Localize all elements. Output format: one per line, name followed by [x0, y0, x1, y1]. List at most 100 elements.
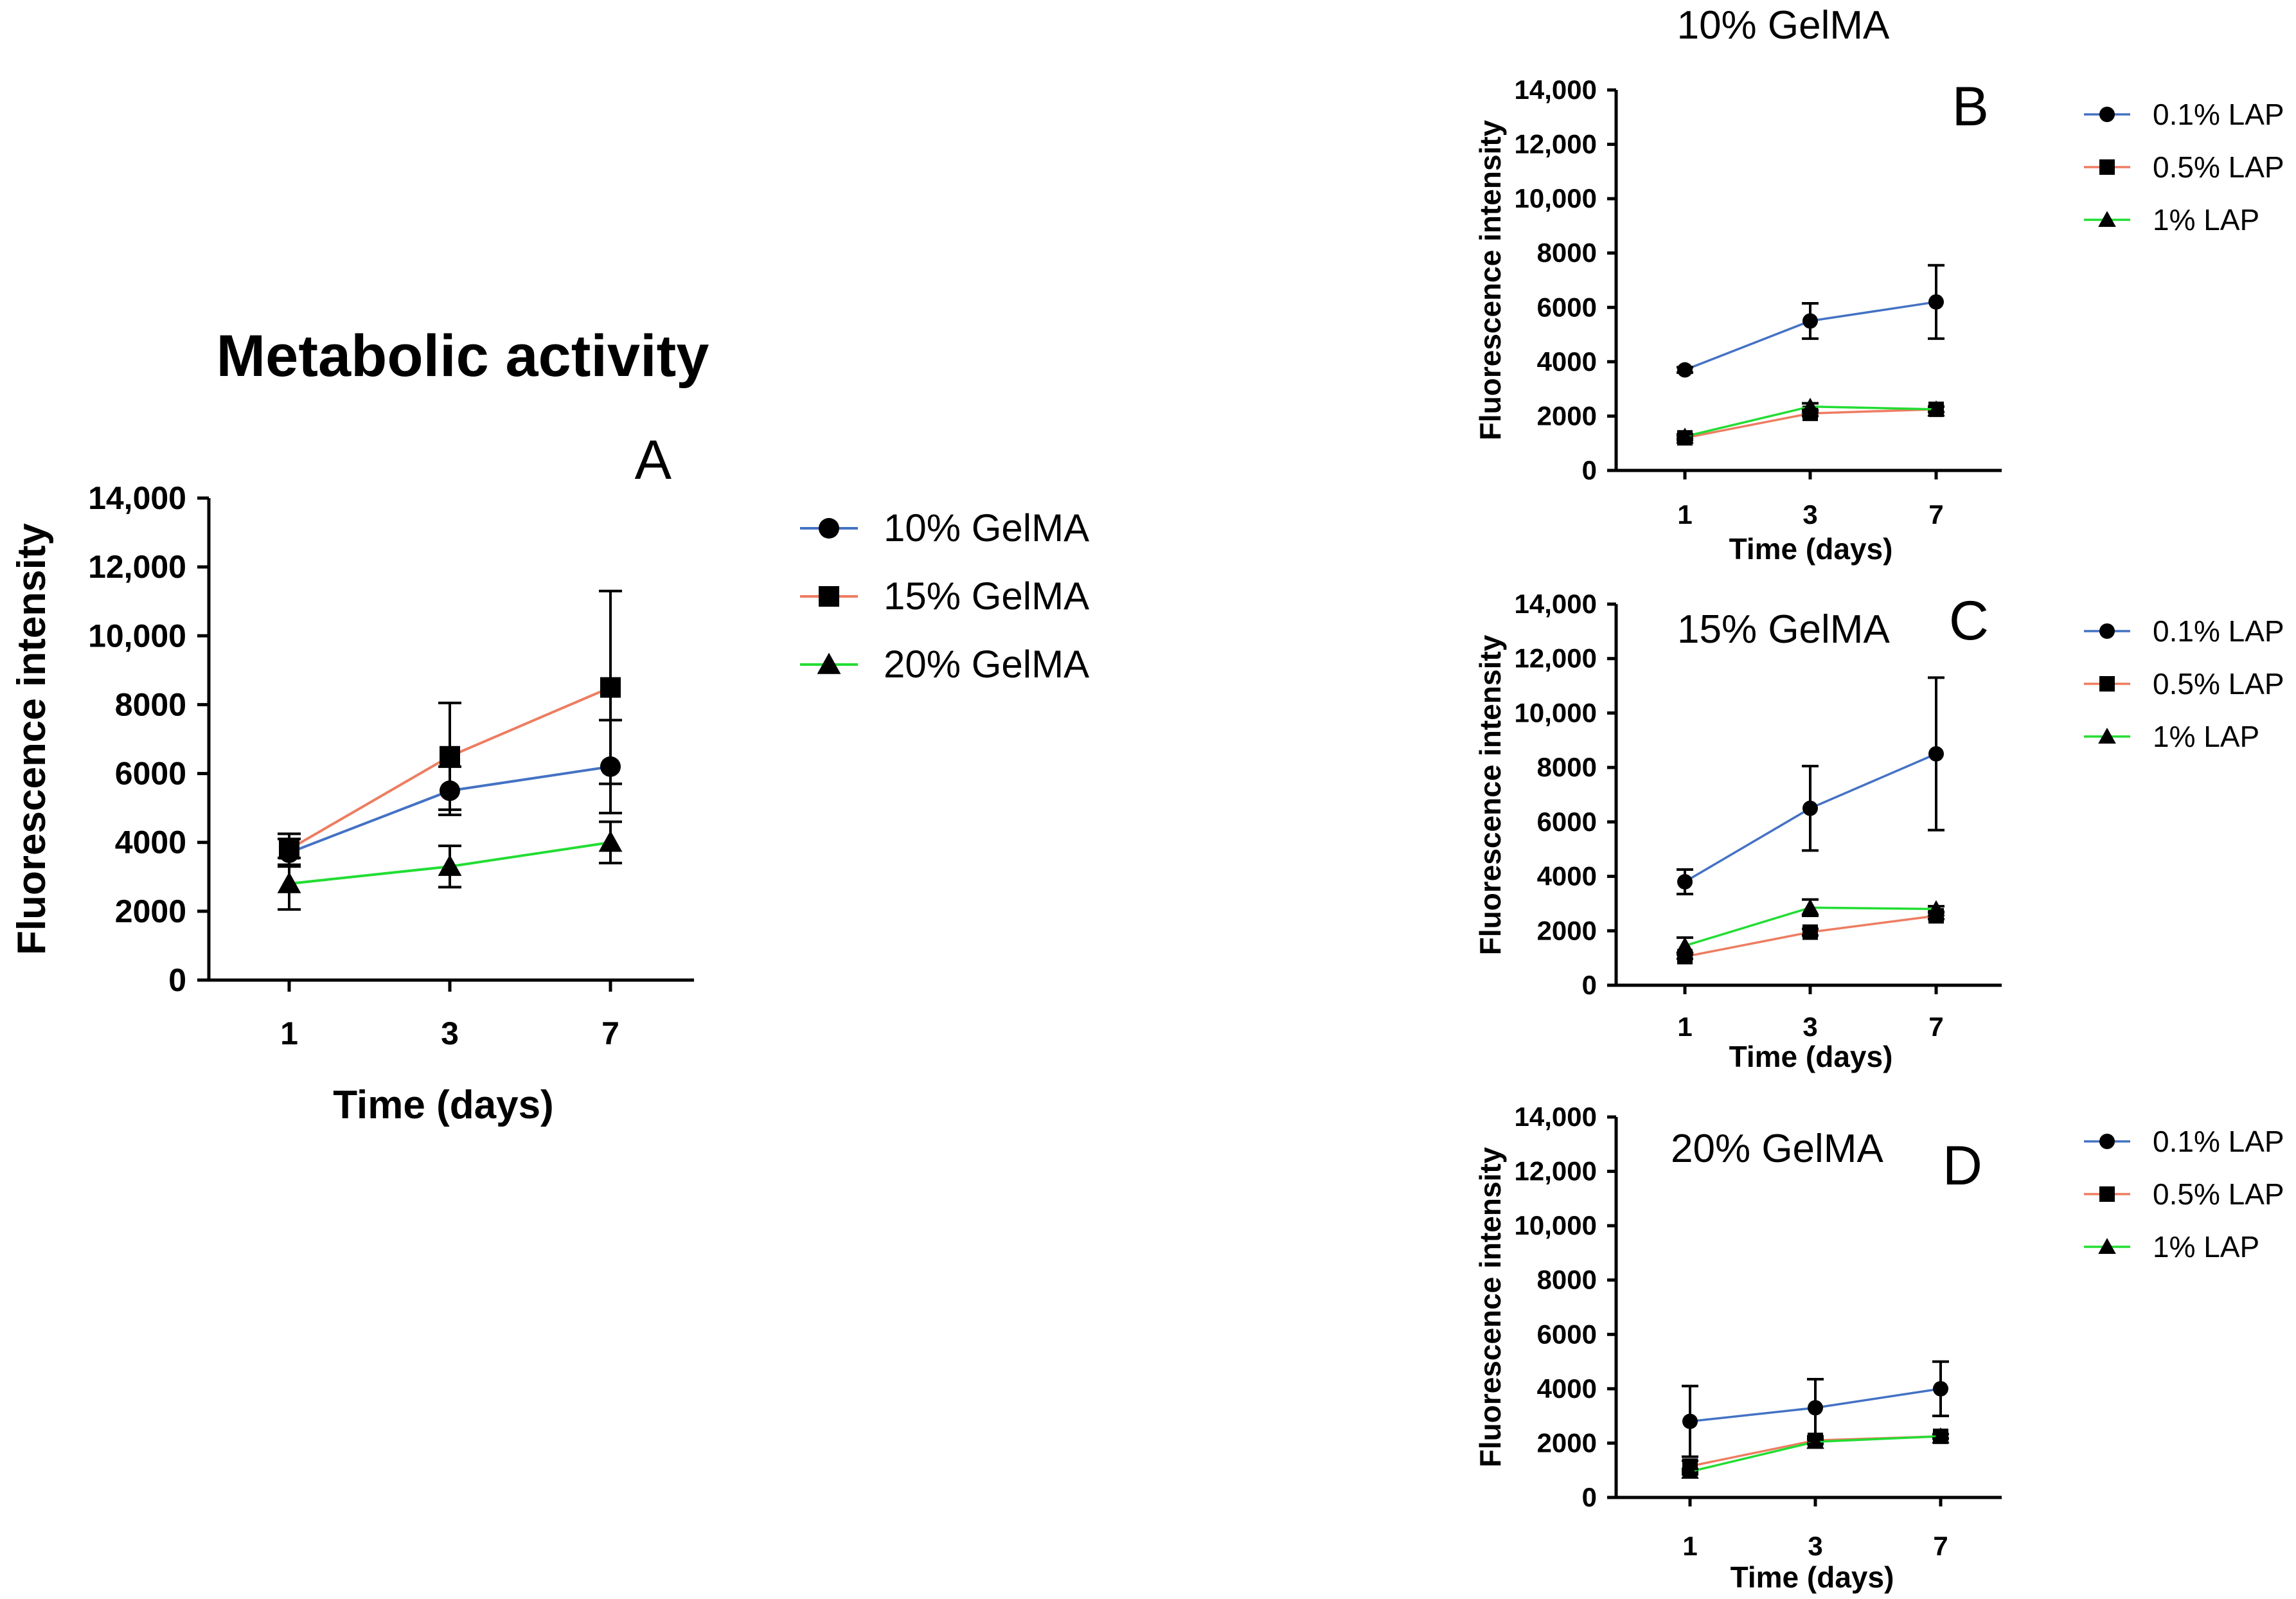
data-point	[1681, 1463, 1699, 1479]
legend-marker	[2098, 211, 2116, 228]
data-point	[279, 839, 299, 860]
x-tick-label: 3	[1808, 1531, 1822, 1561]
legend-label: 0.1% LAP	[2153, 98, 2284, 131]
y-tick-label: 4000	[1537, 861, 1597, 891]
y-tick-label: 6000	[1537, 292, 1597, 322]
chart-title: 15% GelMA	[1677, 607, 1890, 652]
panel-label: C	[1949, 590, 1989, 652]
y-tick-label: 12,000	[1515, 643, 1597, 674]
legend-marker	[2098, 1238, 2116, 1255]
series-15-gelma	[278, 589, 622, 866]
y-axis-label: Fluorescence intensity	[10, 523, 54, 955]
legend-marker	[2098, 728, 2116, 744]
y-tick-label: 10,000	[1515, 697, 1597, 728]
y-tick-label: 0	[1582, 455, 1597, 485]
x-axis-label: Time (days)	[333, 1083, 553, 1127]
data-point	[1933, 1380, 1948, 1397]
data-point	[1801, 898, 1819, 915]
y-tick-label: 6000	[115, 756, 186, 792]
data-point	[600, 677, 621, 698]
y-tick-label: 0	[1582, 970, 1597, 1000]
y-axis-label: Fluorescence intensity	[1473, 1147, 1507, 1467]
y-tick-label: 6000	[1537, 807, 1597, 837]
y-tick-label: 4000	[115, 825, 186, 861]
y-tick-label: 2000	[1537, 400, 1597, 431]
data-point	[1928, 746, 1944, 762]
data-point	[1802, 800, 1818, 816]
x-tick-label: 7	[1928, 499, 1943, 530]
data-point	[1932, 1427, 1950, 1443]
data-point	[1802, 313, 1818, 329]
data-point	[1806, 1433, 1824, 1449]
legend-marker	[819, 586, 839, 607]
legend-label: 1% LAP	[2153, 720, 2259, 753]
y-tick-label: 14,000	[1515, 589, 1597, 619]
chart-panel-b: 10% GelMA B 0 2000 4000 6000 8000 10,000 12,000 1…	[1473, 3, 2284, 566]
data-point	[277, 871, 301, 893]
series-0-1-lap	[1677, 264, 1944, 378]
x-tick-label: 1	[280, 1015, 298, 1051]
chart-panel-d: 20% GelMA D 0 2000 4000 6000 8000 10,000 12,000 1…	[1473, 1102, 2284, 1594]
y-tick-label: 8000	[1537, 238, 1597, 268]
legend-marker	[2099, 623, 2115, 639]
data-point	[1677, 874, 1693, 890]
legend: 0.1% LAP 0.5% LAP 1% LAP	[2084, 98, 2284, 237]
y-tick-label: 12,000	[1515, 129, 1597, 159]
data-point	[1927, 900, 1945, 916]
data-point	[1802, 924, 1818, 940]
series-0-1-lap	[1682, 1360, 1949, 1458]
series-1-lap	[1676, 898, 1945, 956]
x-tick-label: 7	[1933, 1531, 1948, 1561]
legend: 0.1% LAP 0.5% LAP 1% LAP	[2084, 614, 2284, 753]
legend-label: 0.5% LAP	[2153, 150, 2284, 184]
data-point	[1676, 936, 1694, 953]
data-point	[598, 830, 623, 852]
x-tick-label: 3	[1802, 499, 1817, 530]
data-point	[1677, 362, 1693, 378]
chart-panel-c: 15% GelMA C 0 2000 4000 6000 8000 10,000 12,000 1…	[1473, 589, 2284, 1073]
y-tick-label: 10,000	[1515, 1210, 1597, 1240]
legend-marker	[817, 652, 841, 674]
panel-label: D	[1943, 1135, 1982, 1197]
legend-label: 0.1% LAP	[2153, 614, 2284, 648]
x-tick-label: 7	[601, 1015, 619, 1051]
y-tick-label: 2000	[1537, 915, 1597, 945]
y-tick-label: 4000	[1537, 346, 1597, 377]
data-point	[1928, 294, 1944, 310]
x-tick-label: 3	[1802, 1012, 1817, 1042]
legend-label: 10% GelMA	[884, 506, 1089, 549]
chart-title: Metabolic activity	[217, 323, 709, 389]
data-point	[1808, 1400, 1823, 1416]
y-tick-label: 8000	[1537, 1265, 1597, 1295]
series-20-gelma	[277, 820, 623, 911]
y-tick-label: 4000	[1537, 1373, 1597, 1404]
legend-marker	[2099, 1186, 2115, 1202]
x-axis-label: Time (days)	[1729, 1040, 1893, 1073]
legend-marker	[2099, 1134, 2115, 1149]
legend-label: 0.5% LAP	[2153, 1177, 2284, 1211]
legend: 0.1% LAP 0.5% LAP 1% LAP	[2084, 1125, 2284, 1264]
data-point	[1927, 400, 1945, 416]
y-tick-label: 14,000	[1515, 75, 1597, 105]
series-0-1-lap	[1677, 676, 1944, 896]
series-1-lap	[1676, 397, 1945, 444]
legend-marker	[2099, 159, 2115, 175]
y-tick-label: 0	[168, 962, 186, 998]
chart-title: 20% GelMA	[1671, 1127, 1883, 1171]
legend-label: 15% GelMA	[884, 575, 1089, 618]
legend-label: 1% LAP	[2153, 203, 2259, 237]
x-axis-label: Time (days)	[1729, 532, 1893, 566]
y-tick-label: 10,000	[1515, 183, 1597, 213]
y-tick-label: 12,000	[1515, 1156, 1597, 1186]
y-tick-label: 14,000	[88, 480, 186, 516]
data-point	[1682, 1413, 1698, 1429]
y-tick-label: 12,000	[88, 549, 186, 585]
legend-label: 0.1% LAP	[2153, 1125, 2284, 1158]
y-tick-label: 8000	[115, 686, 186, 722]
y-tick-label: 6000	[1537, 1319, 1597, 1349]
y-tick-label: 2000	[1537, 1427, 1597, 1458]
legend-marker	[819, 518, 839, 539]
chart-panel-a: Metabolic activity A 0 2000 4000 6000 8000 10,0…	[10, 323, 1089, 1127]
legend-label: 1% LAP	[2153, 1230, 2259, 1264]
